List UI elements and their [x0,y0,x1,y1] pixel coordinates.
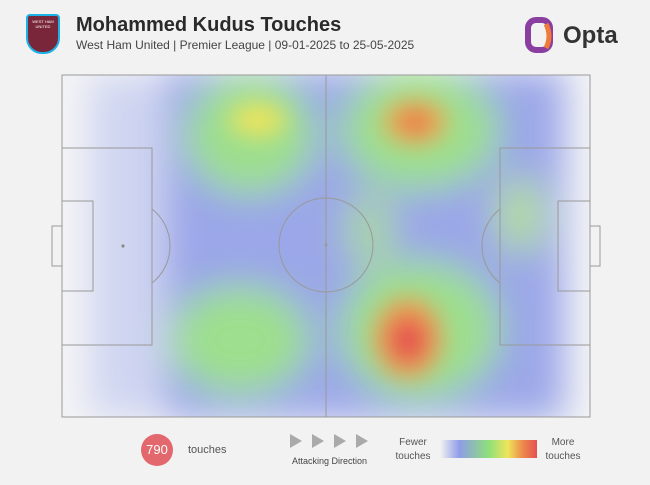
opta-icon [525,17,553,53]
legend-low: Fewer touches [395,437,431,462]
direction-label: Attacking Direction [292,456,368,466]
touch-count-label: touches [188,444,227,456]
brand: Opta [563,22,618,49]
legend-gradient [440,440,537,458]
legend-high: More touches [545,437,581,462]
heatmap [90,75,565,417]
touch-count: 790 [141,434,173,466]
pitch [51,74,601,418]
direction-arrows [290,434,368,448]
club-badge: WEST HAM UNITED [26,14,60,54]
title: Mohammed Kudus Touches [76,14,342,36]
subtitle: West Ham United | Premier League | 09-01… [76,38,415,52]
